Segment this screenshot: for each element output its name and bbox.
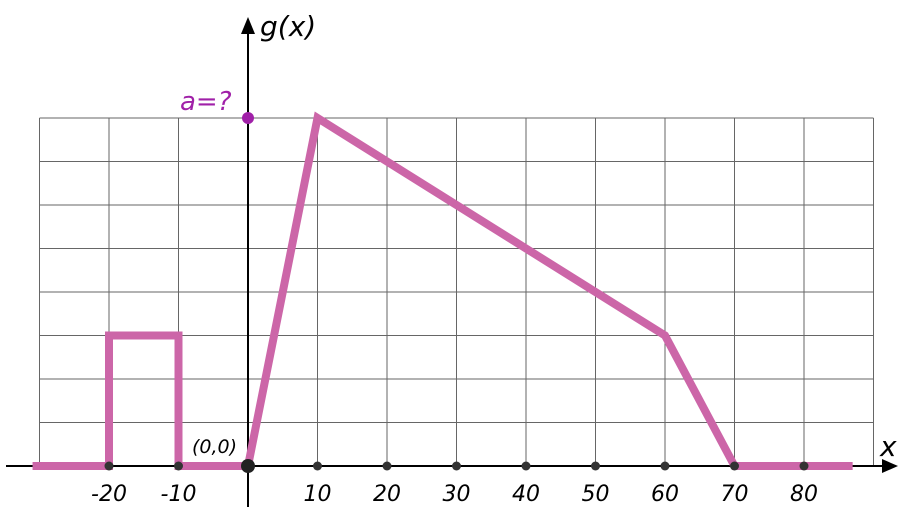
x-tick-label: 50 bbox=[582, 482, 610, 507]
x-axis-label: x bbox=[879, 430, 897, 463]
tick-dot bbox=[313, 461, 322, 471]
tick-dot bbox=[730, 461, 739, 471]
x-tick-label: -10 bbox=[161, 482, 197, 507]
a-marker-dot bbox=[242, 112, 254, 124]
tick-dot bbox=[174, 461, 183, 471]
a-value-label: a=? bbox=[180, 87, 232, 117]
tick-labels: -20 -10 10 20 30 40 50 60 70 80 bbox=[91, 482, 818, 507]
x-tick-label: 60 bbox=[651, 482, 679, 507]
tick-dot bbox=[452, 461, 461, 471]
x-tick-label: 80 bbox=[790, 482, 818, 507]
tick-dot bbox=[521, 461, 531, 471]
x-axis-arrow bbox=[882, 459, 898, 473]
y-axis-arrow bbox=[241, 17, 255, 34]
x-tick-label: 70 bbox=[721, 482, 749, 507]
grid bbox=[39, 117, 874, 467]
x-tick-label: 10 bbox=[304, 482, 332, 507]
tick-dot bbox=[591, 461, 600, 471]
origin-label: (0,0) bbox=[192, 436, 237, 458]
series bbox=[32, 111, 853, 470]
tick-dot bbox=[382, 461, 392, 471]
tick-dot bbox=[660, 461, 670, 471]
x-tick-label: 30 bbox=[443, 482, 471, 507]
x-tick-label: 20 bbox=[373, 482, 401, 507]
axes bbox=[6, 17, 898, 507]
x-tick-label: -20 bbox=[91, 482, 127, 507]
x-tick-label: 40 bbox=[512, 482, 540, 507]
tick-dot bbox=[799, 461, 809, 471]
tick-dots bbox=[104, 112, 809, 473]
tick-dot bbox=[104, 461, 114, 471]
y-axis-label: g(x) bbox=[260, 10, 316, 43]
series-line bbox=[32, 111, 853, 470]
origin-dot bbox=[241, 459, 255, 473]
